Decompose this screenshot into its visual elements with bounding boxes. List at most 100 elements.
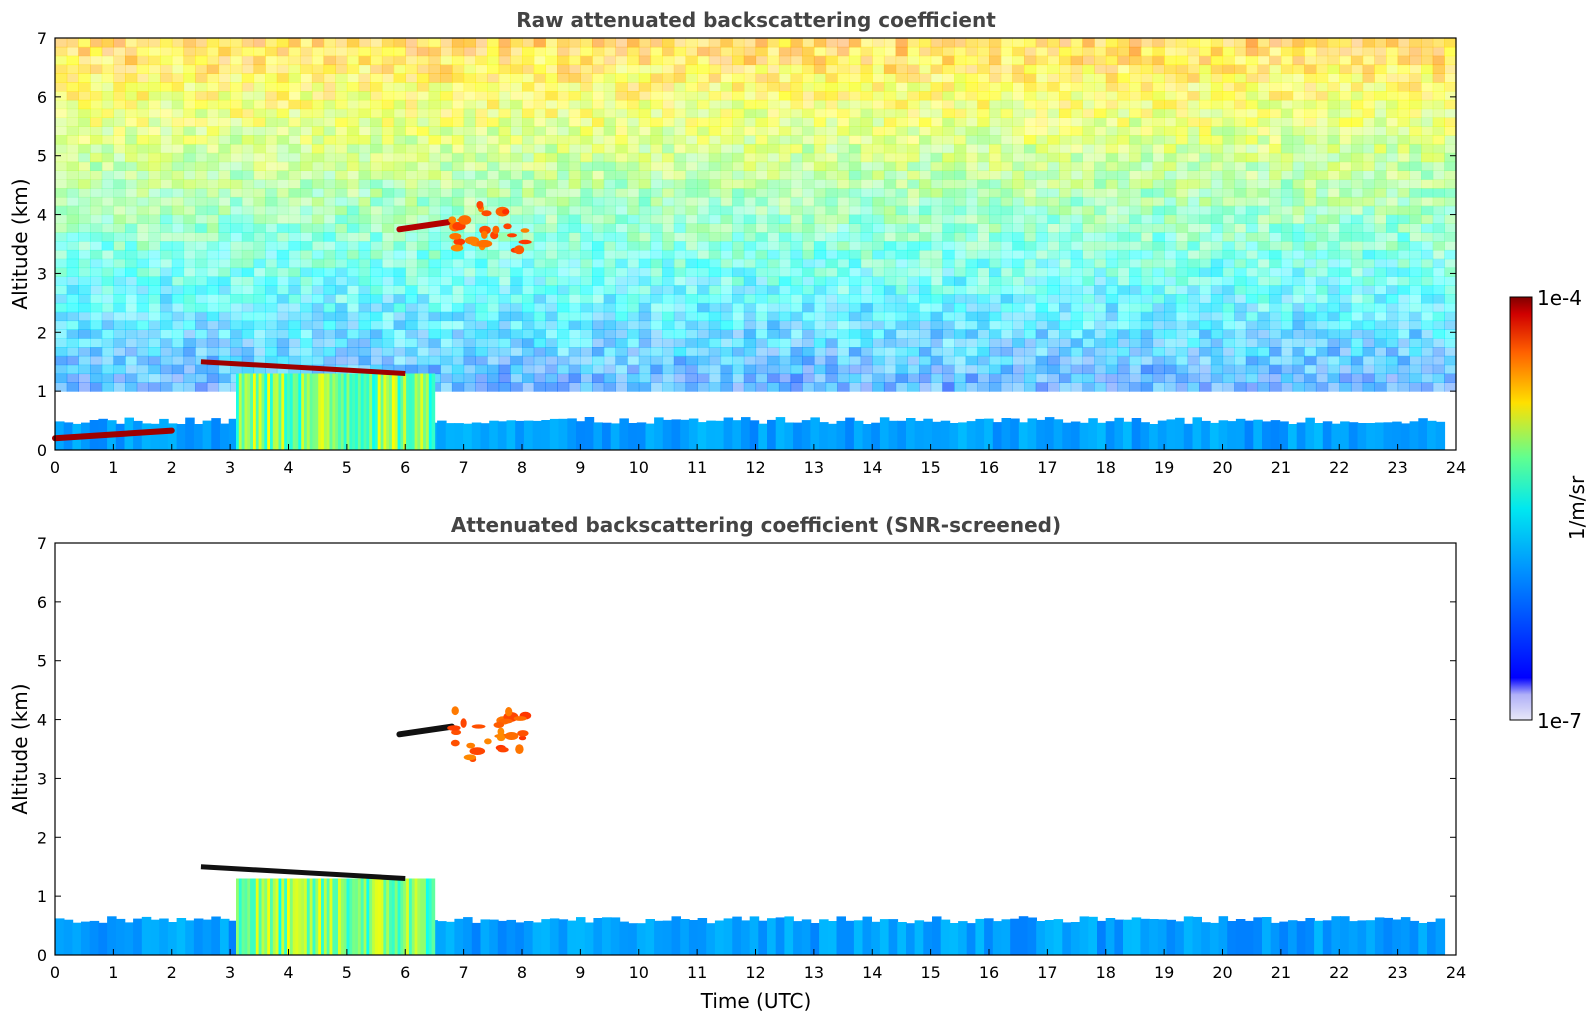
noise-cell: [230, 285, 243, 295]
noise-cell: [615, 276, 628, 286]
noise-cell: [113, 347, 126, 357]
noise-cell: [848, 152, 862, 163]
boundary-layer-cell: [1079, 422, 1090, 450]
noise-cell: [1129, 46, 1142, 57]
noise-cell: [1222, 355, 1235, 366]
noise-cell: [1304, 99, 1317, 110]
noise-cell: [66, 373, 79, 383]
noise-cell: [627, 179, 640, 189]
noise-cell: [1082, 161, 1095, 171]
noise-cell: [1140, 373, 1154, 383]
noise-cell: [1129, 196, 1142, 207]
noise-cell: [930, 196, 943, 207]
noise-cell: [1234, 135, 1247, 145]
noise-cell: [1269, 196, 1282, 207]
noise-cell: [1315, 249, 1329, 260]
noise-cell: [1012, 329, 1025, 339]
noise-cell: [697, 382, 710, 392]
noise-cell: [603, 82, 616, 92]
noise-cell: [148, 205, 161, 216]
noise-cell: [393, 55, 406, 66]
noise-cell: [1315, 382, 1329, 392]
noise-cell: [1175, 108, 1189, 118]
noise-cell: [1070, 285, 1083, 295]
noise-cell: [1339, 99, 1352, 110]
noise-cell: [218, 241, 231, 251]
noise-cell: [183, 170, 196, 180]
noise-cell: [533, 73, 546, 83]
noise-cell: [1059, 135, 1072, 145]
noise-cell: [743, 161, 757, 171]
noise-cell: [253, 188, 266, 198]
noise-cell: [113, 91, 126, 101]
noise-cell: [627, 135, 640, 145]
noise-cell: [802, 223, 815, 233]
noise-cell: [557, 249, 570, 260]
noise-cell: [848, 55, 862, 66]
noise-cell: [557, 46, 570, 57]
noise-cell: [370, 152, 383, 163]
noise-cell: [1152, 161, 1165, 171]
noise-cell: [265, 364, 278, 375]
noise-cell: [1292, 64, 1305, 74]
noise-cell: [977, 64, 990, 74]
noise-cell: [743, 311, 757, 322]
noise-cell: [463, 82, 476, 92]
noise-cell: [743, 285, 757, 295]
noise-cell: [965, 170, 978, 180]
noise-cell: [335, 249, 348, 260]
noise-cell: [895, 267, 908, 277]
noise-cell: [1210, 82, 1224, 92]
noise-cell: [1374, 73, 1387, 83]
noise-cell: [498, 152, 511, 163]
noise-cell: [1199, 267, 1212, 277]
noise-cell: [1140, 99, 1154, 110]
noise-cell: [1386, 373, 1399, 383]
noise-cell: [615, 82, 628, 92]
noise-cell: [475, 276, 488, 286]
noise-cell: [592, 38, 605, 48]
noise-cell: [989, 73, 1002, 83]
noise-cell: [1070, 294, 1083, 304]
noise-cell: [288, 223, 301, 233]
noise-cell: [627, 285, 640, 295]
noise-cell: [697, 214, 710, 224]
noise-cell: [778, 38, 792, 48]
noise-cell: [1000, 241, 1013, 251]
boundary-layer-cell: [1427, 420, 1437, 450]
noise-cell: [148, 161, 161, 171]
noise-cell: [767, 382, 780, 392]
noise-cell: [638, 302, 652, 313]
noise-cell: [101, 99, 114, 110]
noise-cell: [650, 338, 663, 348]
noise-cell: [767, 364, 780, 375]
noise-cell: [148, 311, 161, 322]
noise-cell: [1175, 179, 1189, 189]
noise-cell: [183, 196, 196, 207]
noise-cell: [370, 338, 383, 348]
noise-cell: [90, 82, 103, 92]
noise-cell: [1444, 99, 1457, 110]
noise-cell: [1304, 205, 1317, 216]
noise-cell: [720, 285, 733, 295]
noise-cell: [1234, 347, 1247, 357]
noise-cell: [930, 249, 943, 260]
noise-cell: [276, 364, 290, 375]
noise-cell: [533, 170, 546, 180]
noise-cell: [1409, 373, 1422, 383]
noise-cell: [685, 38, 698, 48]
noise-cell: [300, 311, 313, 322]
noise-cell: [743, 338, 757, 348]
noise-cell: [942, 143, 955, 154]
noise-cell: [183, 205, 196, 216]
noise-cell: [136, 135, 149, 145]
noise-cell: [1234, 355, 1247, 366]
noise-cell: [638, 55, 652, 66]
noise-cell: [954, 329, 967, 339]
noise-cell: [743, 188, 757, 198]
noise-cell: [662, 46, 675, 57]
noise-cell: [381, 108, 395, 118]
noise-cell: [755, 46, 768, 57]
noise-cell: [90, 302, 103, 313]
noise-cell: [1210, 143, 1224, 154]
